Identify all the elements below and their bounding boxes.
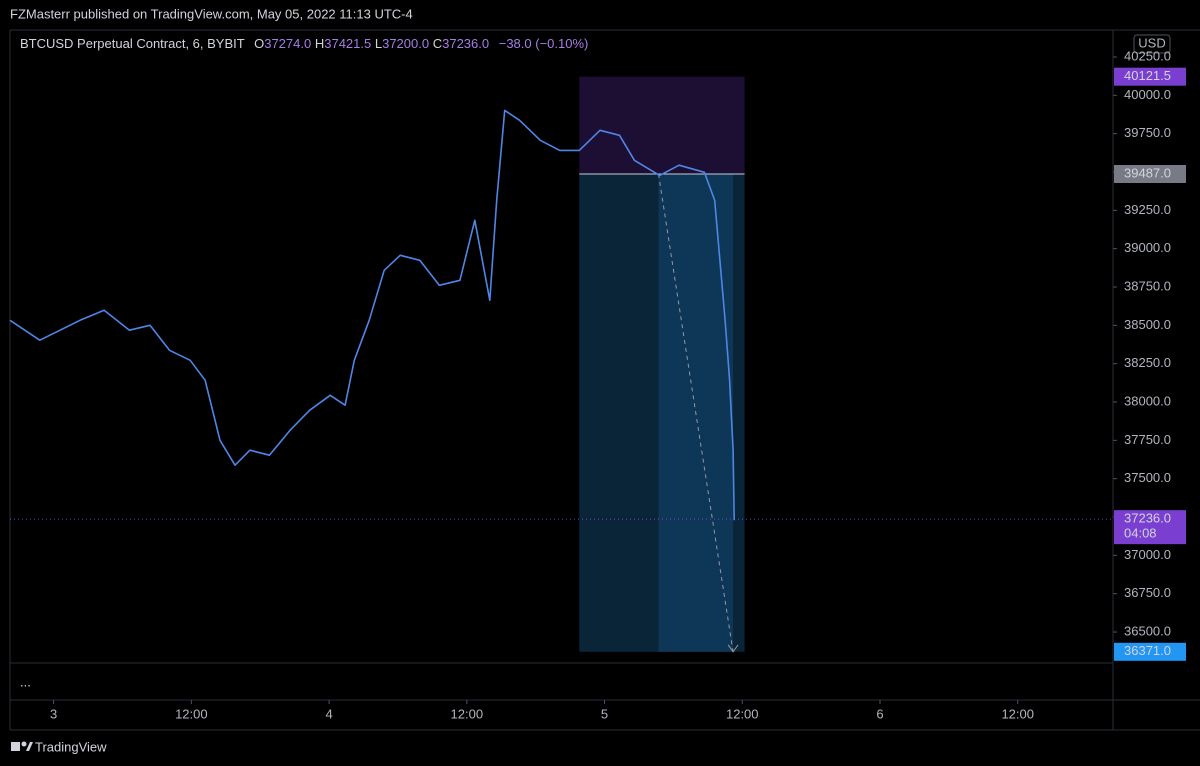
- price-label: 36371.0: [1124, 643, 1171, 658]
- legend: BTCUSD Perpetual Contract, 6, BYBIT O372…: [20, 36, 588, 51]
- change: −38.0 (−0.10%): [499, 36, 589, 51]
- y-tick-label: 39250.0: [1124, 202, 1171, 217]
- logo-mark: [26, 742, 33, 751]
- ohlc-key: O: [254, 36, 264, 51]
- ohlc-value: 37274.0: [264, 36, 311, 51]
- publisher: FZMasterr published on TradingView.com, …: [10, 6, 413, 21]
- y-tick-label: 38000.0: [1124, 393, 1171, 408]
- price-label-box: [1114, 67, 1186, 86]
- x-tick-label: 6: [876, 706, 883, 721]
- logo-mark: [21, 741, 27, 747]
- y-tick-label: 37000.0: [1124, 547, 1171, 562]
- price-label: 40121.5: [1124, 68, 1171, 83]
- y-tick-label: 36750.0: [1124, 585, 1171, 600]
- y-tick-label: 39750.0: [1124, 125, 1171, 140]
- ohlc-key: C: [433, 36, 442, 51]
- logo-mark: [11, 742, 20, 751]
- y-tick-label: 39000.0: [1124, 240, 1171, 255]
- y-tick-label: 38500.0: [1124, 317, 1171, 332]
- price-label: 39487.0: [1124, 165, 1171, 180]
- price-line: [9, 109, 735, 521]
- arrow-head: [727, 644, 739, 653]
- x-tick-label: 12:00: [1001, 706, 1034, 721]
- x-tick-label: 3: [50, 706, 57, 721]
- countdown: 04:08: [1124, 526, 1157, 541]
- ohlc-key: L: [375, 36, 382, 51]
- price-label-box: [1114, 164, 1186, 183]
- footer-brand: TradingView: [35, 739, 107, 754]
- price-label: 37236.0: [1124, 511, 1171, 526]
- currency[interactable]: USD: [1138, 35, 1165, 50]
- currency-box[interactable]: [1133, 34, 1171, 54]
- y-tick-label: 36500.0: [1124, 623, 1171, 638]
- x-tick-label: 4: [325, 706, 332, 721]
- more-button[interactable]: ...: [20, 674, 31, 689]
- progress-arrow: [657, 173, 734, 652]
- y-tick-label: 40000.0: [1124, 87, 1171, 102]
- price-label-box: [1114, 510, 1186, 545]
- x-tick-label: 12:00: [726, 706, 759, 721]
- price-label-box: [1114, 642, 1186, 661]
- ohlc-value: 37421.5: [324, 36, 371, 51]
- y-tick-label: 37500.0: [1124, 470, 1171, 485]
- stop-zone: [579, 76, 745, 174]
- y-tick-label: 38250.0: [1124, 355, 1171, 370]
- y-tick-label: 40250.0: [1124, 48, 1171, 63]
- x-tick-label: 12:00: [451, 706, 484, 721]
- x-tick-label: 5: [601, 706, 608, 721]
- symbol: BTCUSD Perpetual Contract, 6, BYBIT: [20, 36, 245, 51]
- plot-area: [9, 76, 1113, 653]
- logo: TradingView: [11, 739, 107, 754]
- y-tick-label: 38750.0: [1124, 278, 1171, 293]
- x-tick-label: 12:00: [175, 706, 208, 721]
- ohlc-value: 37236.0: [442, 36, 489, 51]
- ohlc-value: 37200.0: [382, 36, 429, 51]
- y-tick-label: 37750.0: [1124, 432, 1171, 447]
- ohlc-key: H: [315, 36, 324, 51]
